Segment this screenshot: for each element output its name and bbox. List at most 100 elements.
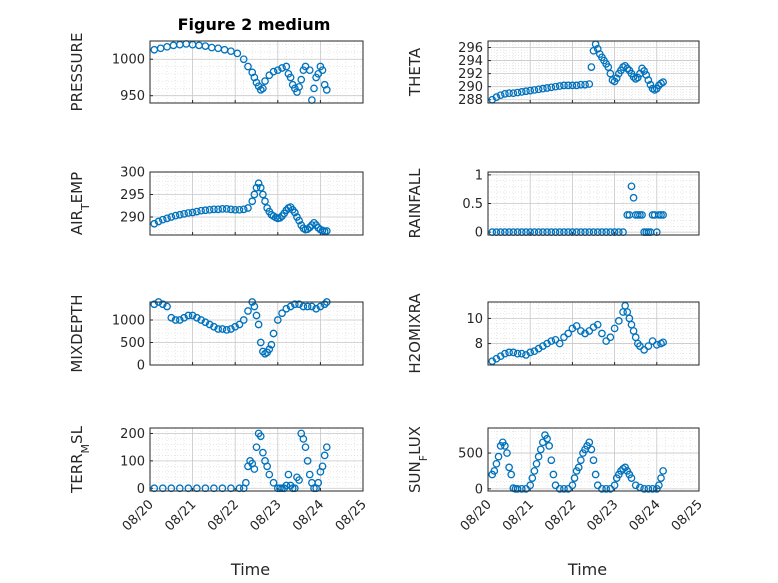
axes-box: [149, 171, 364, 236]
data-point: [496, 91, 505, 100]
data-point: [197, 316, 205, 324]
y-tick-label: 8: [475, 337, 483, 352]
axes-box: [487, 40, 700, 104]
data-point: [231, 205, 240, 214]
data-point: [269, 329, 278, 338]
y-tick-label: 0.5: [462, 197, 483, 212]
data-point: [659, 78, 667, 86]
axes-box: [149, 40, 364, 104]
data-point: [303, 457, 312, 465]
data-point: [263, 462, 271, 471]
data-point: [602, 337, 611, 345]
data-point: [598, 485, 606, 493]
data-point: [526, 348, 535, 357]
data-point: [250, 190, 259, 199]
y-tick-label: 292: [458, 67, 483, 82]
y-tick-label: 500: [120, 336, 145, 351]
data-point: [188, 311, 197, 320]
data-point: [231, 322, 240, 331]
data-point: [560, 333, 568, 342]
data-point: [547, 337, 556, 345]
data-point: [644, 342, 653, 350]
y-axis-label: PRESSURE: [68, 33, 86, 112]
y-tick-label: 0: [137, 359, 145, 374]
data-point: [534, 85, 543, 94]
data-point: [644, 76, 653, 85]
data-point: [250, 465, 259, 473]
y-tick-label: 294: [458, 54, 483, 69]
data-point: [513, 349, 522, 358]
data-point: [640, 346, 648, 354]
data-point: [547, 83, 556, 92]
data-point: [555, 485, 564, 493]
data-point: [318, 462, 327, 471]
data-point: [254, 320, 263, 329]
y-tick-label: 100: [120, 454, 145, 469]
data-point: [175, 210, 184, 219]
y-axis-label: RAINFALL: [406, 168, 424, 239]
data-point: [316, 302, 325, 311]
y-axis-label: THETA: [406, 47, 424, 97]
data-point: [261, 77, 269, 85]
data-point: [564, 81, 573, 90]
axes-box: [487, 427, 700, 492]
data-point: [513, 88, 522, 97]
data-point: [551, 82, 560, 91]
data-point: [517, 349, 526, 358]
data-point: [534, 452, 543, 461]
data-point: [505, 89, 513, 98]
data-point: [492, 459, 501, 468]
data-point: [547, 456, 556, 465]
data-point: [627, 474, 636, 482]
data-point: [585, 80, 594, 88]
data-point: [644, 485, 653, 493]
data-point: [235, 205, 244, 214]
data-point: [205, 205, 214, 214]
data-point: [598, 329, 606, 338]
data-point: [574, 463, 583, 472]
plot-area: [150, 41, 363, 103]
data-point: [244, 62, 252, 71]
data-point: [589, 456, 598, 465]
data-point: [532, 459, 541, 468]
data-point: [254, 179, 263, 188]
data-point: [180, 210, 188, 218]
data-point: [623, 64, 632, 73]
data-point: [261, 197, 269, 206]
data-point: [320, 300, 329, 309]
data-point: [530, 86, 539, 94]
data-point: [517, 88, 526, 96]
data-point: [276, 214, 284, 222]
data-point: [256, 183, 265, 192]
data-point: [509, 89, 518, 98]
data-point: [587, 445, 596, 454]
data-point: [638, 211, 646, 219]
data-point: [659, 211, 667, 219]
x-axis-label: Time: [230, 560, 270, 579]
data-point: [503, 449, 511, 457]
data-point: [314, 478, 323, 487]
data-point: [252, 183, 261, 192]
data-point: [250, 302, 259, 311]
data-point: [589, 46, 598, 55]
data-point: [526, 86, 535, 95]
data-point: [629, 73, 638, 81]
data-point: [602, 485, 611, 493]
data-point: [163, 214, 171, 223]
data-point: [267, 340, 276, 349]
data-point: [591, 470, 600, 479]
y-tick-label: 10: [466, 312, 483, 327]
data-point: [517, 485, 526, 493]
data-point: [612, 74, 621, 83]
data-point: [286, 302, 295, 311]
data-point: [214, 325, 223, 333]
data-point: [175, 316, 184, 324]
data-point: [210, 322, 218, 331]
y-tick-label: 1: [475, 168, 483, 183]
data-point: [606, 333, 615, 342]
plot-area: [150, 302, 363, 365]
data-point: [501, 90, 509, 98]
data-point: [167, 313, 176, 322]
data-point: [235, 320, 244, 329]
